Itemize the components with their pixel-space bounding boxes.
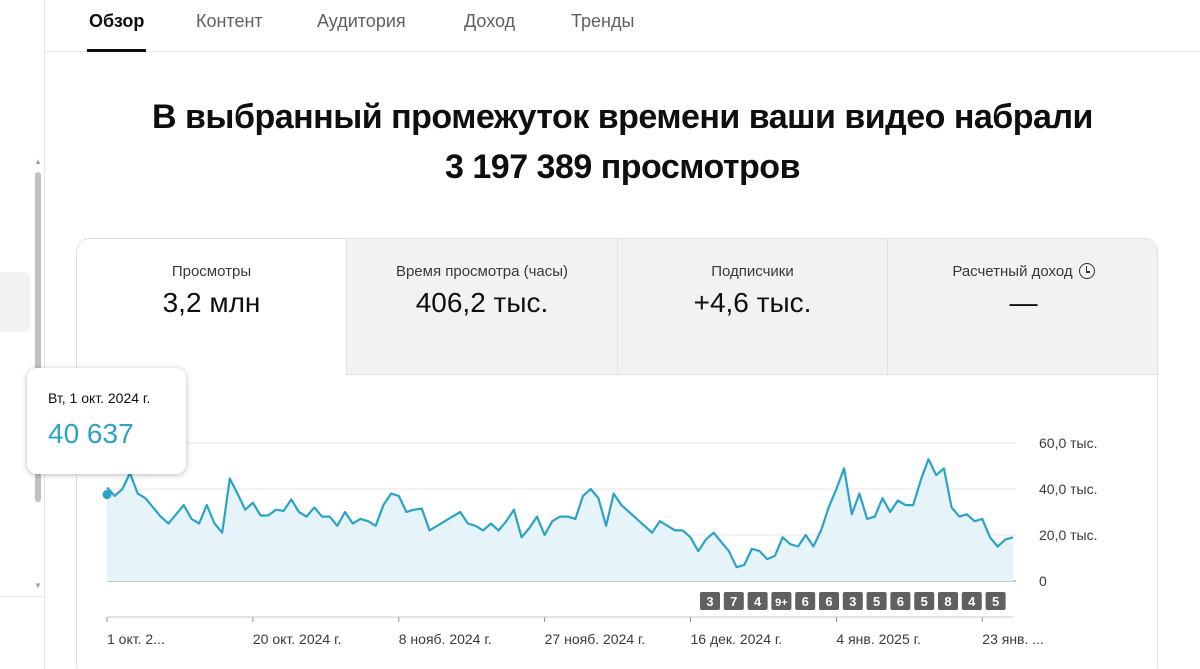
metric-value: 3,2 млн (162, 287, 261, 318)
metric-tab-subscribers[interactable]: Подписчики +4,6 тыс. (618, 239, 888, 375)
video-badge-count: 9+ (775, 597, 788, 609)
sidebar-divider (0, 596, 45, 597)
headline-line-1: В выбранный промежуток времени ваши виде… (152, 98, 1093, 136)
y-tick-label: 40,0 тыс. (1039, 481, 1098, 497)
video-badge-count: 3 (849, 594, 856, 609)
x-tick-label: 16 дек. 2024 г. (691, 631, 783, 647)
video-badge-box (723, 592, 744, 610)
metric-label: Подписчики (711, 263, 794, 280)
x-tick-label: 8 нояб. 2024 г. (399, 631, 492, 647)
video-badge-count: 5 (921, 594, 928, 609)
headline-total-views: 3 197 389 просмотров (445, 148, 800, 186)
video-badge-box (961, 592, 982, 610)
metrics-card: Просмотры 3,2 млн Время просмотра (часы)… (76, 238, 1158, 669)
video-badge-count: 5 (873, 594, 880, 609)
scrollbar[interactable]: ▲ ▼ (32, 158, 44, 590)
scroll-up-icon[interactable]: ▲ (34, 157, 42, 166)
tab-content[interactable]: Контент (196, 11, 263, 31)
scroll-thumb[interactable] (35, 172, 41, 502)
video-badge-count: 6 (897, 594, 904, 609)
video-badge[interactable]: 4 (961, 592, 982, 610)
metric-value: +4,6 тыс. (693, 287, 812, 318)
metric-label: Расчетный доход (888, 263, 1157, 280)
y-tick-label: 20,0 тыс. (1039, 527, 1098, 543)
video-badge[interactable]: 6 (819, 592, 839, 610)
video-badge-box (819, 592, 839, 610)
video-badge-count: 4 (754, 594, 762, 609)
sidebar-panel[interactable] (0, 272, 30, 332)
tab-trends[interactable]: Тренды (571, 11, 635, 31)
video-badge[interactable]: 4 (747, 592, 768, 610)
video-badge-count: 8 (944, 594, 951, 609)
metric-label: Время просмотра (часы) (395, 263, 569, 280)
x-tick-label: 4 янв. 2025 г. (836, 631, 921, 647)
video-badge-count: 5 (992, 594, 999, 609)
video-badge-box (700, 592, 720, 610)
video-badge-box (771, 592, 792, 610)
video-badge-box (914, 592, 935, 610)
chart-tooltip: Вт, 1 окт. 2024 г. 40 637 (27, 368, 186, 474)
video-badge-box (747, 592, 768, 610)
metric-label: Просмотры (171, 263, 252, 280)
tab-revenue[interactable]: Доход (464, 11, 516, 31)
video-badge-box (795, 592, 816, 610)
video-badge[interactable]: 3 (842, 592, 863, 610)
video-badge-count: 6 (825, 594, 832, 609)
video-badge[interactable]: 8 (938, 592, 958, 610)
video-badge-count: 4 (968, 594, 976, 609)
metric-tab-watch-time[interactable]: Время просмотра (часы) 406,2 тыс. (347, 239, 618, 375)
tooltip-date: Вт, 1 окт. 2024 г. (48, 390, 151, 406)
video-badge[interactable]: 5 (866, 592, 887, 610)
scroll-down-icon[interactable]: ▼ (34, 581, 42, 590)
highlighted-data-point (102, 490, 112, 500)
video-badge[interactable]: 3 (700, 592, 720, 610)
metric-tab-views[interactable]: Просмотры 3,2 млн (77, 239, 347, 375)
video-badge-count: 3 (706, 594, 713, 609)
video-badge[interactable]: 9+ (771, 592, 792, 610)
metric-label-text: Расчетный доход (952, 263, 1073, 280)
video-badge-box (938, 592, 958, 610)
x-tick-label: 23 янв. ... (982, 631, 1044, 647)
y-tick-label: 0 (1039, 573, 1047, 589)
video-badge-box (985, 592, 1006, 610)
video-badge[interactable]: 7 (723, 592, 744, 610)
metric-tab-revenue[interactable]: Расчетный доход — (888, 239, 1157, 375)
tooltip-value: 40 637 (48, 418, 134, 449)
tab-overview[interactable]: Обзор (86, 10, 147, 52)
x-tick-label: 20 окт. 2024 г. (253, 631, 341, 647)
clock-icon (1078, 263, 1095, 279)
x-tick-label: 1 окт. 2... (107, 631, 165, 647)
tab-audience[interactable]: Аудитория (317, 11, 406, 31)
y-tick-label: 60,0 тыс. (1039, 435, 1098, 451)
video-badge-box (890, 592, 911, 610)
video-badge-box (842, 592, 863, 610)
views-area (107, 459, 1013, 581)
x-tick-label: 27 нояб. 2024 г. (545, 631, 646, 647)
video-badge-count: 6 (802, 594, 809, 609)
video-badge-box (866, 592, 887, 610)
video-badge[interactable]: 5 (985, 592, 1006, 610)
video-badge-count: 7 (730, 594, 737, 609)
page-headline: В выбранный промежуток времени ваши виде… (45, 92, 1200, 192)
metric-value: — (1009, 287, 1038, 318)
tab-bar: Обзор Контент Аудитория Доход Тренды (45, 0, 1200, 52)
views-line (106, 458, 1014, 569)
metric-value: 406,2 тыс. (415, 287, 549, 318)
video-badge[interactable]: 5 (914, 592, 935, 610)
video-badge[interactable]: 6 (795, 592, 816, 610)
video-badge[interactable]: 6 (890, 592, 911, 610)
